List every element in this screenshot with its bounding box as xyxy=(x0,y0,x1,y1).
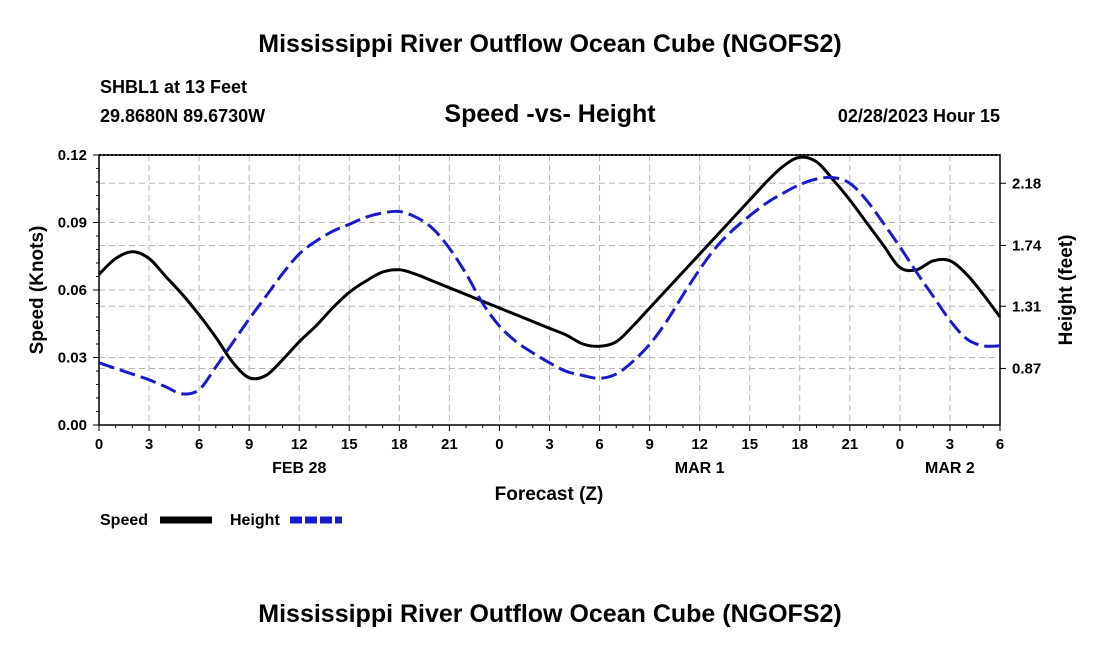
x-date-label: MAR 1 xyxy=(675,460,725,477)
x-tick-label: 0 xyxy=(495,436,503,453)
timestamp-label: 02/28/2023 Hour 15 xyxy=(837,106,1000,126)
coordinates-label: 29.8680N 89.6730W xyxy=(100,106,266,126)
y-tick-label: 0.12 xyxy=(58,147,87,164)
x-tick-label: 0 xyxy=(896,436,904,453)
y-tick-label: 0.03 xyxy=(58,350,87,367)
x-tick-label: 15 xyxy=(341,436,358,453)
x-tick-label: 3 xyxy=(145,436,153,453)
x-axis-label: Forecast (Z) xyxy=(495,484,604,505)
x-tick-label: 6 xyxy=(595,436,603,453)
x-tick-label: 3 xyxy=(545,436,553,453)
chart-grid xyxy=(99,155,1000,425)
x-tick-label: 0 xyxy=(95,436,103,453)
x-date-label: FEB 28 xyxy=(272,460,326,477)
x-tick-label: 21 xyxy=(441,436,458,453)
x-tick-label: 6 xyxy=(996,436,1004,453)
series-line-height xyxy=(98,175,1001,396)
x-tick-label: 12 xyxy=(291,436,308,453)
chart-subtitle: Speed -vs- Height xyxy=(444,100,656,128)
series-line-speed xyxy=(97,155,1002,381)
y2-tick-label: 1.74 xyxy=(1012,237,1042,254)
y2-axis-label: Height (feet) xyxy=(1056,235,1077,346)
y-tick-label: 0.06 xyxy=(58,282,87,299)
x-tick-label: 3 xyxy=(946,436,954,453)
y2-tick-label: 2.18 xyxy=(1012,175,1041,192)
x-tick-label: 6 xyxy=(195,436,203,453)
legend-speed-label: Speed xyxy=(100,512,148,529)
x-tick-label: 18 xyxy=(391,436,408,453)
y2-tick-label: 1.31 xyxy=(1012,298,1041,315)
page-title-bottom: Mississippi River Outflow Ocean Cube (NG… xyxy=(258,600,842,628)
y2-tick-label: 0.87 xyxy=(1012,360,1041,377)
x-tick-label: 9 xyxy=(245,436,253,453)
chart-series xyxy=(97,155,1002,396)
x-tick-label: 15 xyxy=(741,436,758,453)
x-tick-label: 18 xyxy=(791,436,808,453)
y-axis-label: Speed (Knots) xyxy=(27,226,48,355)
x-tick-label: 21 xyxy=(841,436,858,453)
page-title: Mississippi River Outflow Ocean Cube (NG… xyxy=(258,30,842,58)
x-date-label: MAR 2 xyxy=(925,460,975,477)
station-label: SHBL1 at 13 Feet xyxy=(100,77,248,97)
x-tick-label: 9 xyxy=(645,436,653,453)
x-tick-label: 12 xyxy=(691,436,708,453)
y-tick-label: 0.09 xyxy=(58,215,87,232)
legend-height-label: Height xyxy=(230,512,280,529)
axis-ticks: 0 3 6 9 12 15 18 21 0 3 6 9 12 15 18 21 0 3 6 FEB 28 MAR 1 MA… xyxy=(58,147,1042,477)
y-tick-label: 0.00 xyxy=(58,417,87,434)
